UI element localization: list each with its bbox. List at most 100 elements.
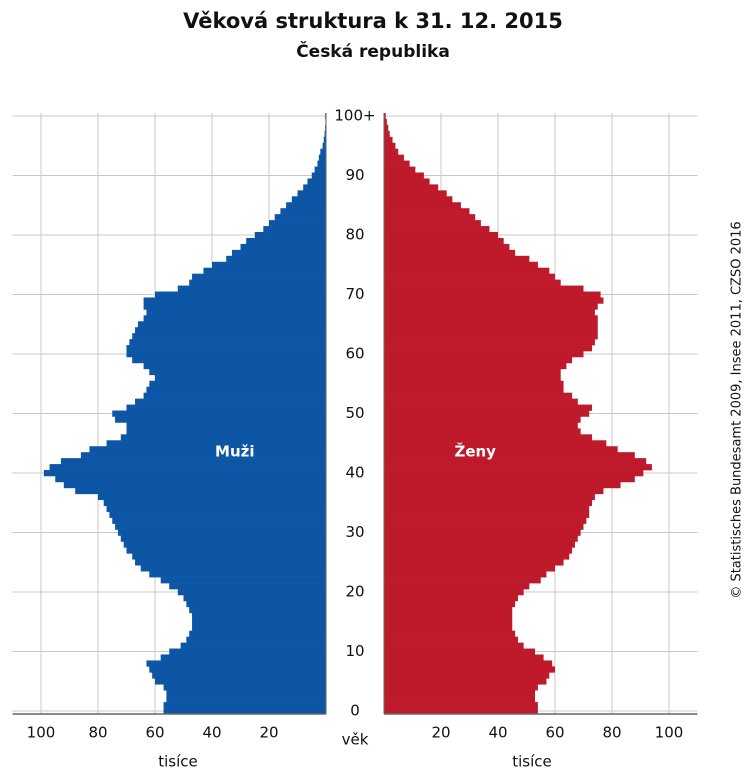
bar [152,672,326,679]
bar [112,410,326,417]
bar [384,190,447,197]
bar [384,702,538,709]
bar [269,220,326,227]
bar [109,511,327,518]
bar [49,464,327,471]
value-tick-label: 100 [655,724,684,742]
age-tick-label: 50 [345,404,364,422]
bar [384,356,573,364]
bar [384,196,453,203]
bar [192,618,326,626]
bar [246,237,326,245]
bar [149,368,326,376]
value-tick-label: 80 [602,724,621,742]
bar [384,392,573,399]
bar [117,529,326,536]
bar [126,428,326,435]
bar [384,273,555,280]
bar [384,279,561,286]
bar [384,154,404,161]
bar [384,309,595,316]
bar [177,285,326,292]
bar [169,648,326,655]
bar [163,684,326,691]
chart-subtitle: Česká republika [296,40,450,62]
bar [384,589,524,596]
age-tick-label: 80 [345,225,364,243]
bar [384,624,513,631]
bar [384,553,570,560]
bar [384,249,516,257]
bar [384,380,564,388]
bar [240,243,326,251]
age-tick-label: 40 [345,464,364,482]
bar [384,291,601,298]
bar [384,261,538,269]
bar [192,273,326,280]
bar [311,172,326,179]
bar [189,606,326,614]
bar [317,160,326,167]
bar [384,499,593,507]
bar [384,690,536,697]
bar [155,374,326,382]
age-tick-label: 30 [345,523,364,541]
bar [384,232,498,239]
bar [384,606,513,614]
bar [143,315,326,322]
bar [126,422,326,429]
bar [143,362,326,370]
age-tick-label: 70 [345,285,364,303]
bar [384,517,587,524]
bar [384,642,524,649]
bar [160,577,326,584]
bar [384,184,439,191]
bar [384,505,590,512]
value-tick-label: 20 [259,724,278,742]
bar [126,345,326,352]
bar [384,202,461,209]
bar [384,303,598,310]
bar [75,487,326,495]
bar [384,345,593,352]
bar [384,315,598,322]
bar [384,416,581,423]
value-tick-label: 20 [431,724,450,742]
bar [140,565,326,572]
bar [384,172,424,179]
bar [384,339,595,346]
bar [115,416,326,423]
bar [384,422,578,429]
age-tick-label: 90 [345,166,364,184]
bar [384,113,386,120]
age-axis-label: věk [342,731,369,749]
bar [63,481,327,489]
bar [384,255,530,263]
bar [146,386,326,393]
bar [137,321,326,328]
bar [384,160,410,167]
value-tick-label: 80 [88,724,107,742]
bar [384,243,510,251]
bar [384,226,490,233]
bar [149,380,326,388]
bar [115,523,326,530]
bar [98,493,326,501]
bar [384,487,604,495]
bar [384,321,598,328]
bar [163,702,326,709]
bar [132,333,326,340]
bar [384,428,581,435]
bar [160,654,326,661]
bar [103,499,326,507]
bar [384,529,581,536]
bar [384,571,547,578]
bar [135,398,326,405]
bar [231,249,326,257]
bar [203,267,326,274]
bar [384,678,547,685]
bar [384,618,513,626]
bar [384,583,530,590]
source-note: © Statistisches Bundesamt 2009, Insee 20… [730,221,745,598]
bar [155,291,326,298]
